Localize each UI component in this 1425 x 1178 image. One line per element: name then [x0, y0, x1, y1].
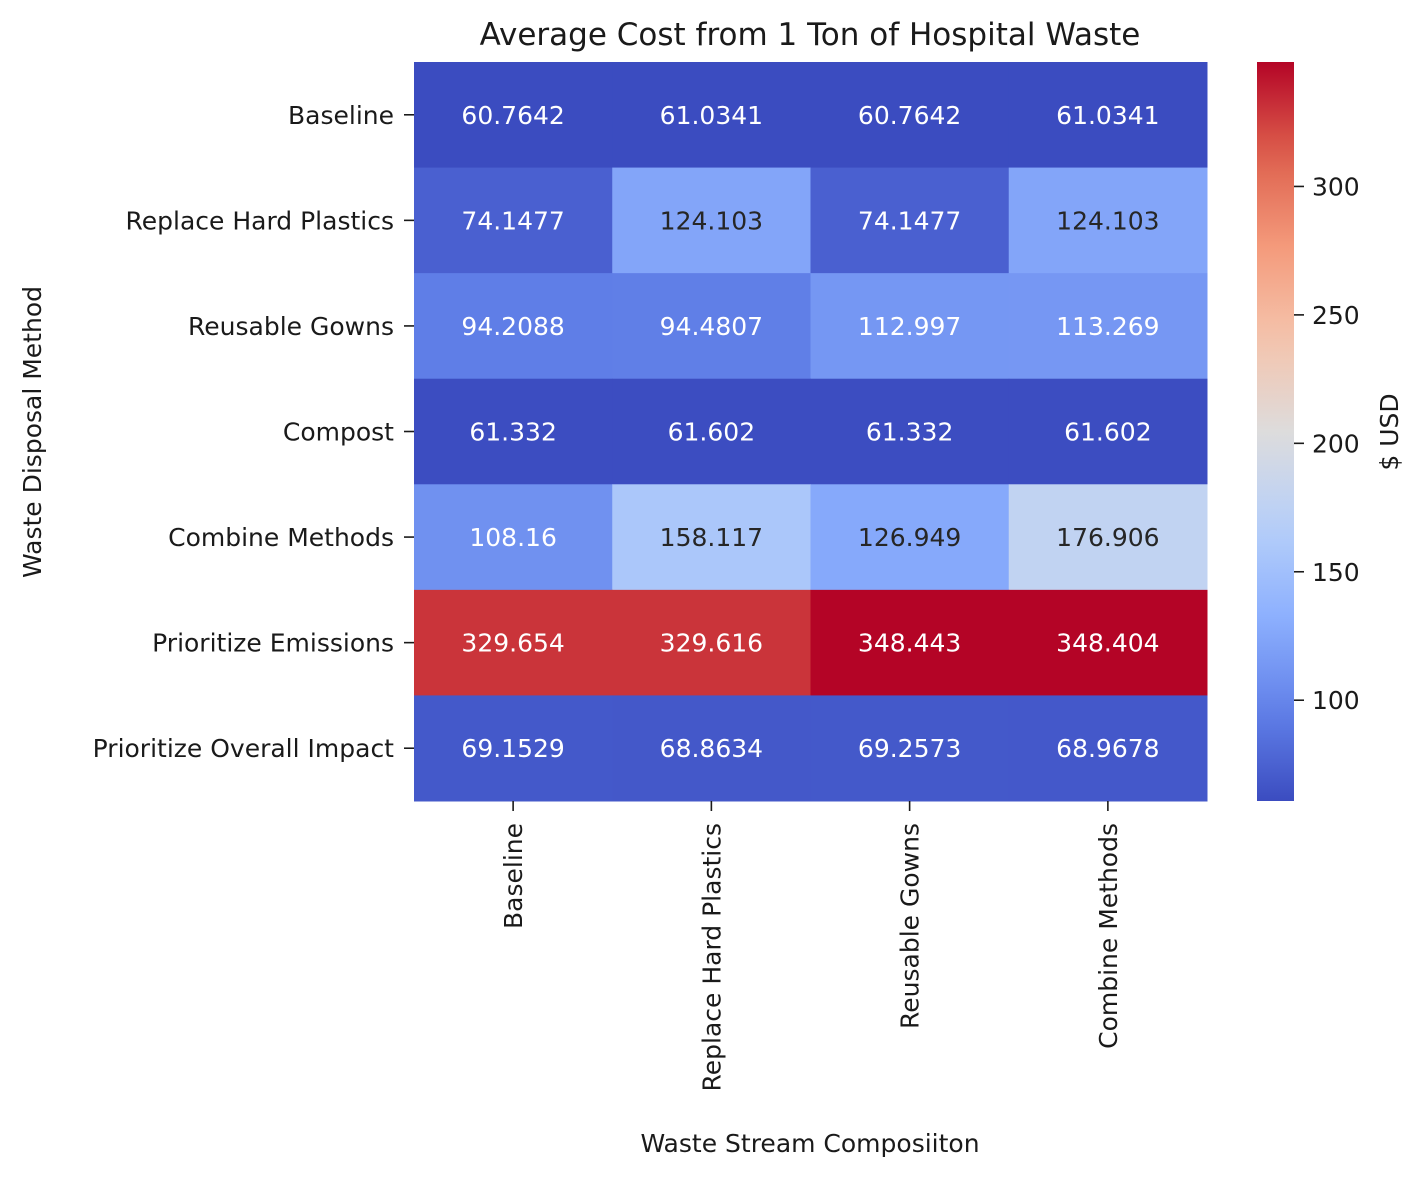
cell-value-label: 61.0341 [660, 101, 763, 130]
y-axis-label: Waste Disposal Method [18, 286, 47, 578]
cell-value-label: 61.0341 [1056, 101, 1159, 130]
heatmap-cell [1008, 378, 1208, 485]
y-axis: Baseline Replace Hard Plastics Reusable Go… [93, 101, 414, 763]
heatmap-cell [1008, 484, 1208, 591]
heatmap-cell [612, 273, 811, 380]
heatmap-cell [612, 695, 811, 802]
cell-value-label: 329.616 [660, 629, 763, 658]
y-tick-label: Replace Hard Plastics [126, 206, 395, 235]
y-tick-label: Compost [283, 418, 394, 447]
colorbar-label: $ USD [1375, 393, 1404, 470]
heatmap-cell [1008, 167, 1208, 274]
x-axis-label: Waste Stream Composiiton [640, 1129, 979, 1158]
colorbar-tick-label: 100 [1312, 686, 1360, 715]
heatmap-cell [810, 484, 1010, 591]
heatmap-cell [414, 378, 613, 485]
cell-value-label: 74.1477 [461, 206, 564, 235]
heatmap-cell [612, 484, 811, 591]
cell-value-label: 176.906 [1056, 523, 1159, 552]
cell-value-label: 94.2088 [461, 312, 564, 341]
heatmap-cell [414, 62, 613, 169]
cell-value-label: 61.602 [1064, 418, 1151, 447]
heatmap-cells: 60.7642 61.0341 60.7642 61.0341 74.1477 124.1… [414, 62, 1208, 802]
cell-value-label: 60.7642 [461, 101, 564, 130]
y-tick-label: Reusable Gowns [188, 312, 394, 341]
colorbar-tick-label: 150 [1312, 558, 1360, 587]
y-tick-label: Combine Methods [168, 523, 394, 552]
cell-value-label: 158.117 [660, 523, 763, 552]
cell-value-label: 94.4807 [660, 312, 763, 341]
x-tick-label: Reusable Gowns [896, 823, 925, 1029]
cell-value-label: 61.332 [866, 418, 953, 447]
heatmap-cell [414, 273, 613, 380]
heatmap-cell [612, 62, 811, 169]
heatmap-cell [1008, 589, 1208, 696]
cell-value-label: 61.332 [469, 418, 556, 447]
heatmap-cell [414, 589, 613, 696]
heatmap-cell [1008, 273, 1208, 380]
heatmap-cell [810, 273, 1010, 380]
cell-value-label: 112.997 [858, 312, 961, 341]
x-tick-label: Baseline [499, 823, 528, 929]
cell-value-label: 348.404 [1056, 629, 1159, 658]
y-tick-label: Prioritize Emissions [152, 629, 394, 658]
chart-title: Average Cost from 1 Ton of Hospital Wast… [480, 17, 1141, 53]
cell-value-label: 61.602 [668, 418, 755, 447]
cell-value-label: 69.2573 [858, 734, 961, 763]
heatmap-cell [1008, 62, 1208, 169]
cell-value-label: 68.8634 [660, 734, 763, 763]
cell-value-label: 124.103 [660, 206, 763, 235]
cell-value-label: 329.654 [461, 629, 564, 658]
colorbar: 100 150 200 250 300 [1257, 62, 1360, 801]
cell-value-label: 113.269 [1056, 312, 1159, 341]
cell-value-label: 126.949 [858, 523, 961, 552]
heatmap-cell [810, 62, 1010, 169]
heatmap-cell [810, 589, 1010, 696]
x-axis: Baseline Replace Hard Plastics Reusable Go… [499, 801, 1123, 1092]
heatmap-cell [810, 167, 1010, 274]
heatmap-cell [1008, 695, 1208, 802]
heatmap-cell [414, 484, 613, 591]
heatmap-cell [612, 589, 811, 696]
colorbar-tick-label: 300 [1312, 172, 1360, 201]
cell-value-label: 74.1477 [858, 206, 961, 235]
colorbar-gradient [1257, 62, 1294, 801]
colorbar-tick-label: 250 [1312, 301, 1360, 330]
y-tick-label: Prioritize Overall Impact [93, 734, 395, 763]
heatmap-cell [414, 167, 613, 274]
heatmap-cell [810, 695, 1010, 802]
x-tick-label: Combine Methods [1094, 823, 1123, 1049]
heatmap-cell [612, 167, 811, 274]
cell-value-label: 348.443 [858, 629, 961, 658]
x-tick-label: Replace Hard Plastics [697, 823, 726, 1092]
cell-value-label: 124.103 [1056, 206, 1159, 235]
cell-value-label: 108.16 [469, 523, 556, 552]
cell-value-label: 69.1529 [461, 734, 564, 763]
cell-value-label: 68.9678 [1056, 734, 1159, 763]
cell-value-label: 60.7642 [858, 101, 961, 130]
heatmap-cell [414, 695, 613, 802]
y-tick-label: Baseline [288, 101, 394, 130]
heatmap-cell [810, 378, 1010, 485]
colorbar-tick-label: 200 [1312, 429, 1360, 458]
heatmap-cell [612, 378, 811, 485]
